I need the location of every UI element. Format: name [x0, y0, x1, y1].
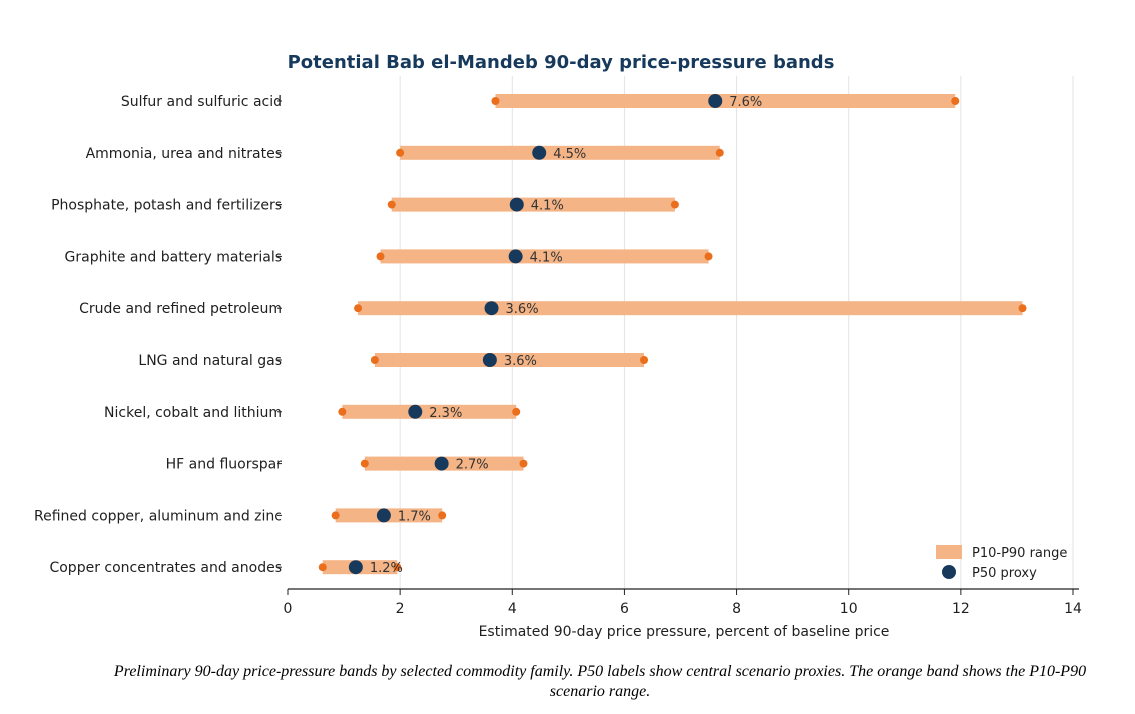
legend-swatch-p50 — [942, 565, 956, 579]
category-label: Copper concentrates and anodes — [49, 560, 282, 576]
category-label: LNG and natural gas — [138, 353, 282, 369]
p90-point — [640, 356, 649, 364]
p10-point — [387, 200, 396, 209]
range-band — [400, 145, 720, 160]
p50-point — [408, 404, 423, 419]
range-band — [342, 404, 517, 419]
x-tick-label: 10 — [840, 601, 858, 617]
p50-label: 2.7% — [456, 458, 489, 473]
chart-title: Potential Bab el-Mandeb 90-day price-pre… — [288, 52, 835, 73]
category-label: HF and fluorspar — [166, 457, 283, 473]
p50-point — [484, 301, 499, 316]
p50-point — [532, 145, 547, 160]
category-label: Refined copper, aluminum and zinc — [34, 508, 282, 524]
p10-point — [396, 148, 405, 157]
grid — [399, 76, 1074, 589]
p50-label: 4.1% — [530, 250, 563, 265]
x-tick-label: 4 — [508, 601, 517, 617]
p90-point — [393, 563, 402, 572]
p50-point — [509, 197, 524, 212]
p90-point — [670, 200, 679, 209]
p90-point — [1018, 304, 1027, 313]
p10-point — [318, 563, 327, 572]
p10-point — [354, 304, 363, 313]
p50-point — [708, 94, 723, 108]
x-ticks: 0 2 4 6 8 10 12 14 — [277, 100, 1082, 617]
p50-label: 7.6% — [729, 95, 762, 110]
p90-point — [715, 148, 724, 157]
x-tick-label: 8 — [732, 601, 741, 617]
p10-point — [338, 407, 347, 416]
p50-label: 4.1% — [531, 199, 564, 214]
p90-point — [519, 459, 528, 468]
p50-label: 1.7% — [398, 509, 431, 524]
x-tick-label: 2 — [396, 601, 405, 617]
p50-label: 3.6% — [504, 354, 537, 369]
legend-label-p50: P50 proxy — [972, 566, 1037, 581]
p90-point — [704, 252, 713, 261]
legend-label-range: P10-P90 range — [972, 546, 1067, 561]
x-tick-label: 14 — [1064, 601, 1082, 617]
figure-caption: Preliminary 90-day price-pressure bands … — [113, 663, 1087, 700]
legend: P10-P90 range P50 proxy — [936, 545, 1067, 581]
p10-point — [370, 356, 379, 364]
p50-label: 4.5% — [553, 147, 586, 162]
category-label: Ammonia, urea and nitrates — [86, 146, 282, 162]
range-band — [358, 301, 1023, 316]
category-label: Sulfur and sulfuric acid — [121, 94, 282, 110]
points — [318, 94, 1027, 575]
p10-point — [331, 511, 340, 520]
p90-point — [951, 97, 960, 105]
bands — [322, 94, 1023, 575]
x-axis-label: Estimated 90-day price pressure, percent… — [479, 624, 890, 640]
p50-label: 3.6% — [506, 302, 539, 317]
x-tick-label: 0 — [284, 601, 293, 617]
p90-point — [438, 511, 447, 520]
range-band — [391, 197, 675, 212]
category-label: Phosphate, potash and fertilizers — [51, 198, 282, 214]
x-tick-label: 12 — [952, 601, 970, 617]
labels: Sulfur and sulfuric acid 7.6% Ammonia, ure… — [34, 94, 762, 576]
range-band — [380, 249, 709, 264]
p50-point — [482, 353, 497, 367]
range-band — [374, 353, 645, 367]
p50-label: 2.3% — [429, 406, 462, 421]
category-label: Crude and refined petroleum — [79, 301, 282, 317]
category-label: Nickel, cobalt and lithium — [104, 405, 282, 421]
p50-point — [376, 508, 391, 523]
p50-point — [508, 249, 523, 264]
p50-point — [434, 456, 449, 471]
legend-swatch-range — [936, 545, 962, 559]
p50-point — [348, 560, 363, 575]
range-band — [495, 94, 956, 108]
p10-point — [360, 459, 369, 468]
p50-label: 1.2% — [370, 561, 403, 576]
p10-point — [376, 252, 385, 261]
category-label: Graphite and battery materials — [65, 249, 282, 265]
x-tick-label: 6 — [620, 601, 629, 617]
p90-point — [512, 407, 521, 416]
p10-point — [491, 97, 500, 105]
